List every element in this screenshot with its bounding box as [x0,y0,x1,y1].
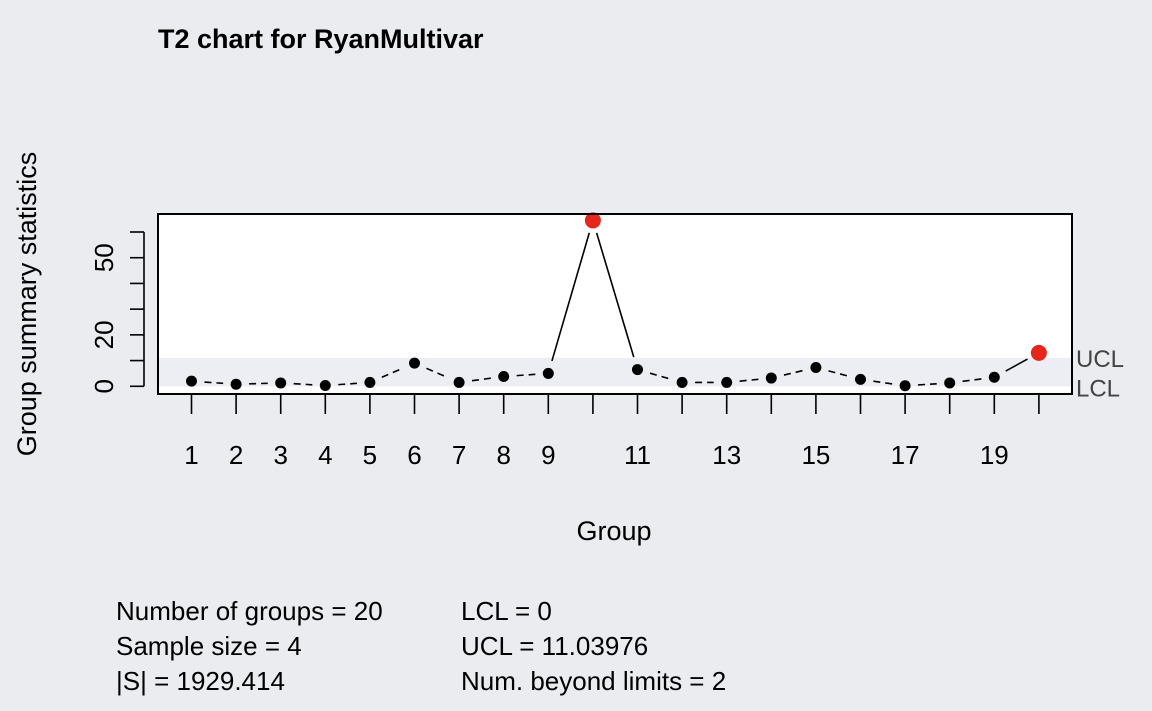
x-tick-label-7: 7 [452,440,466,470]
y-tick-label-0: 0 [89,379,119,393]
data-point-8 [498,371,510,383]
series-segment-4-5 [338,382,357,386]
data-point-16 [855,373,866,385]
series-segment-13-14 [739,378,759,382]
series-segment-7-8 [471,377,491,382]
y-axis: 0 20 50 [89,231,145,394]
x-tick-label-6: 6 [407,440,421,470]
series-segment-3-4 [293,382,313,386]
series-segment-9-10 [551,232,591,362]
x-tick-label-3: 3 [273,440,287,470]
series-segment-5-6 [381,367,403,379]
data-point-7 [453,376,465,388]
data-point-13 [721,376,733,388]
stats-right: LCL = 0 UCL = 11.03976 Num. beyond limit… [461,594,726,699]
series-segment-6-7 [426,367,448,379]
stat-beyond-limits: Num. beyond limits = 2 [461,666,727,696]
series-segment-1-2 [204,381,224,385]
stat-sample-size: Sample size = 4 [116,631,302,661]
x-tick-label-11: 11 [624,440,651,470]
x-tick-label-9: 9 [541,440,555,470]
data-point-11 [632,364,643,376]
data-point-6 [409,357,420,369]
x-tick-label-17: 17 [891,440,920,470]
x-tick-label-4: 4 [318,440,332,470]
series-segment-14-15 [783,369,804,376]
series-layer [186,212,1047,392]
ucl-label: UCL [1076,346,1124,373]
x-tick-label-5: 5 [363,440,377,470]
x-tick-label-15: 15 [801,440,830,470]
chart-title: T2 chart for RyanMultivar [158,24,484,54]
data-point-14 [765,372,777,384]
stat-lcl: LCL = 0 [461,596,552,626]
series-segment-16-17 [873,380,893,385]
stat-determinant: |S| = 1929.414 [116,666,285,696]
data-point-17 [899,380,911,392]
series-segment-19-20 [1005,358,1028,372]
x-tick-label-2: 2 [229,440,243,470]
data-point-2 [230,378,242,390]
stat-ucl: UCL = 11.03976 [461,631,649,661]
data-point-12 [676,376,688,388]
series-segment-17-18 [918,382,937,386]
data-point-4 [319,380,331,392]
x-axis: 1 2 3 4 5 6 7 8 9 11 13 15 17 19 [184,393,1040,470]
lcl-label: LCL [1076,375,1120,402]
y-tick-label-50: 50 [89,243,119,272]
series-segment-11-12 [649,372,670,380]
series-segment-18-19 [962,378,982,383]
series-segment-2-3 [249,382,268,385]
violation-point-10 [584,212,601,229]
series-segment-15-16 [828,370,849,377]
data-point-5 [364,376,376,388]
data-point-1 [186,375,197,387]
x-tick-label-13: 13 [712,440,741,470]
y-axis-label: Group summary statistics [12,152,42,457]
series-segment-10-11 [595,232,635,358]
data-point-3 [275,377,287,389]
x-tick-label-19: 19 [980,440,1009,470]
data-point-19 [988,371,1000,383]
data-point-18 [944,377,956,389]
series-segment-8-9 [516,373,536,377]
stats-left: Number of groups = 20 Sample size = 4 |S… [116,594,383,699]
stat-number-of-groups: Number of groups = 20 [116,596,383,626]
data-point-9 [542,367,554,379]
x-tick-label-8: 8 [496,440,510,470]
violation-point-20 [1030,344,1047,361]
data-point-15 [810,362,822,374]
y-tick-label-20: 20 [89,320,119,349]
x-axis-label: Group [576,516,651,546]
x-tick-label-1: 1 [184,440,198,470]
control-limit-band [159,357,1071,387]
